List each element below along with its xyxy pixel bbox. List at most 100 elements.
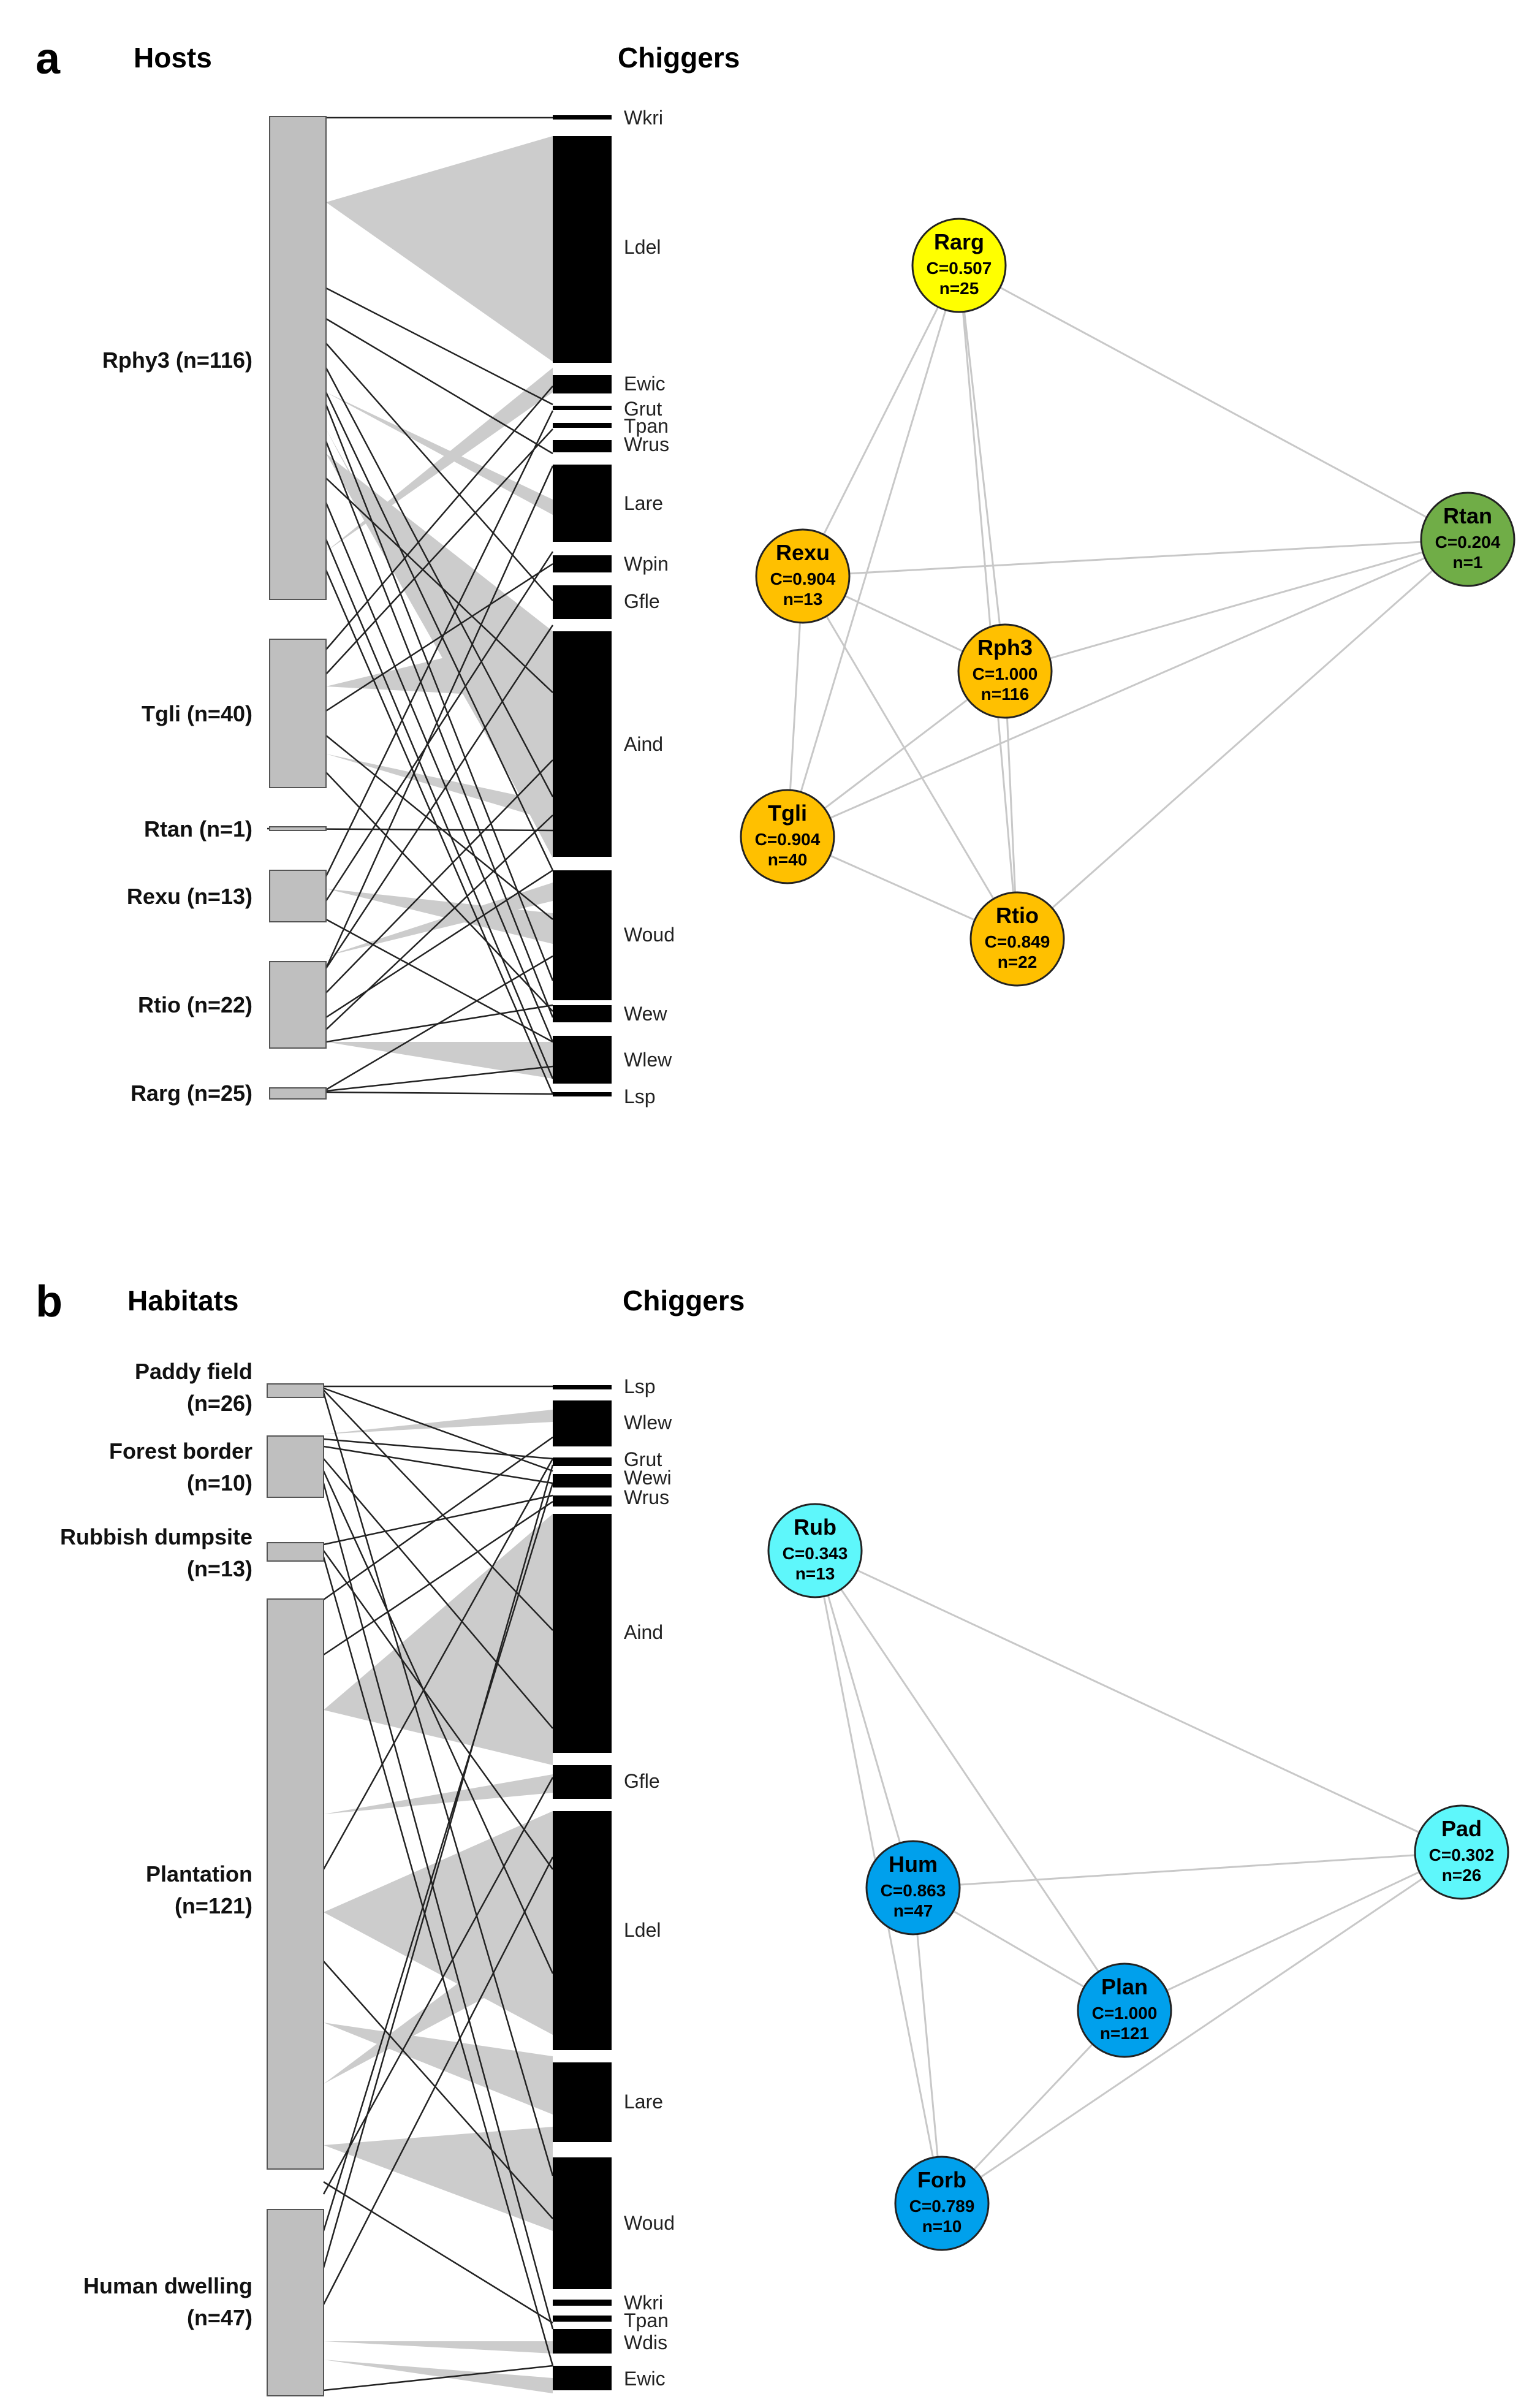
network-edge	[814, 1549, 1462, 1853]
link-line	[322, 1483, 554, 2330]
network-edge	[802, 576, 1018, 940]
panel-a-node-labels: Rarg C=0.507 n=25 Rtan C=0.204 n=1 Rexu …	[755, 229, 1501, 971]
habitat-label: Human dwelling	[83, 2273, 252, 2298]
node-name: Rub	[794, 1514, 836, 1540]
node-name: Rexu	[776, 540, 830, 565]
chigger-bar-wlew	[553, 1036, 612, 1084]
chigger-label: Gfle	[624, 1770, 660, 1792]
habitat-bar-plantation	[267, 1598, 324, 2170]
link-line	[325, 343, 553, 601]
node-centrality: C=0.904	[770, 569, 836, 588]
chigger-label: Ldel	[624, 236, 661, 258]
link-line	[323, 1387, 553, 1472]
link-line	[323, 1389, 553, 1631]
node-name: Rarg	[934, 229, 984, 254]
habitat-label: (n=10)	[187, 1470, 252, 1495]
chigger-bar-wdis	[553, 2329, 612, 2354]
chigger-label: Wew	[624, 1003, 667, 1025]
link-wedge	[324, 2127, 553, 2231]
chigger-bar-wewi	[553, 1474, 612, 1487]
chigger-label: Tpan	[624, 2309, 669, 2331]
node-centrality: C=1.000	[973, 664, 1038, 683]
habitat-label: (n=26)	[187, 1391, 252, 1416]
host-bar-rphy3	[269, 116, 327, 600]
panel-a-chiggers-title: Chiggers	[618, 42, 740, 74]
chigger-bar-ldel	[553, 136, 612, 363]
habitat-label: Paddy field	[135, 1359, 252, 1384]
network-edge	[958, 265, 1018, 940]
network-edge	[958, 265, 1006, 672]
network-node-pad	[1414, 1804, 1509, 1900]
link-wedge	[324, 1774, 553, 1814]
habitat-label: Forest border	[109, 1438, 252, 1464]
chigger-bar-wrus	[553, 1495, 612, 1506]
node-count: n=25	[939, 279, 979, 298]
chigger-label: Wrus	[624, 433, 669, 455]
link-line	[325, 477, 553, 693]
network-edge	[1017, 538, 1468, 940]
node-name: Tgli	[768, 800, 807, 826]
chigger-bar-lare	[553, 2062, 612, 2142]
node-count: n=13	[795, 1564, 835, 1583]
node-name: Pad	[1441, 1816, 1482, 1841]
network-node-tgli	[740, 789, 835, 884]
host-bar-tgli	[269, 639, 327, 788]
host-label: Rtio (n=22)	[138, 992, 252, 1017]
link-line	[322, 1464, 554, 2268]
network-node-hum	[865, 1840, 961, 1936]
link-line	[322, 1777, 554, 2195]
network-node-rub	[767, 1503, 863, 1598]
link-line	[322, 1856, 554, 2305]
chigger-bar-tpan	[553, 2316, 612, 2322]
panel-a-hosts-title: Hosts	[134, 42, 212, 74]
link-line	[323, 1445, 553, 1484]
chigger-label: Lsp	[624, 1375, 656, 1397]
chigger-label: Ldel	[624, 1919, 661, 1941]
panel-b-chigger-labels: Lsp Wlew Grut Wewi Wrus Aind Gfle Ldel L…	[624, 1375, 675, 2390]
network-edge	[802, 265, 960, 577]
link-line	[322, 1556, 554, 2366]
link-wedge	[326, 368, 553, 552]
node-centrality: C=0.507	[927, 259, 992, 278]
chigger-bar-lsp	[553, 1092, 612, 1096]
host-label: Tgli (n=40)	[142, 701, 252, 726]
link-wedge	[324, 1912, 553, 2084]
panel-a: a Hosts Chiggers	[36, 34, 1515, 1108]
network-edge	[958, 264, 1468, 541]
link-line	[323, 1961, 553, 2219]
host-label: Rexu (n=13)	[127, 884, 252, 909]
link-line	[322, 1470, 554, 1974]
link-line	[325, 386, 553, 650]
network-node-rtio	[969, 891, 1065, 987]
panel-b-chiggers-title: Chiggers	[623, 1285, 745, 1316]
panel-a-letter: a	[36, 34, 61, 83]
chigger-bar-ldel	[553, 1811, 612, 2050]
host-label: Rtan (n=1)	[144, 816, 252, 842]
node-count: n=116	[981, 685, 1030, 704]
link-line	[325, 1091, 553, 1095]
panel-b-chigger-bars	[553, 1385, 612, 2390]
link-line	[325, 392, 554, 871]
node-name: Rtan	[1443, 503, 1492, 528]
node-count: n=40	[768, 850, 808, 869]
node-centrality: C=0.302	[1429, 1845, 1495, 1864]
network-node-plan	[1077, 1962, 1172, 2058]
chigger-bar-tpan	[553, 423, 612, 428]
link-wedge	[326, 889, 553, 944]
link-line	[323, 1436, 553, 1601]
chigger-label: Ewic	[624, 373, 666, 395]
node-centrality: C=0.789	[909, 2197, 975, 2216]
network-edge	[1004, 538, 1468, 672]
chigger-bar-aind	[553, 631, 612, 857]
link-wedge	[324, 1514, 553, 1765]
node-centrality: C=0.904	[755, 830, 821, 849]
link-line	[325, 404, 554, 981]
habitat-bar-paddy	[267, 1383, 324, 1398]
network-edge	[912, 1887, 943, 2204]
habitat-bar-human	[267, 2209, 324, 2396]
habitat-label: Rubbish dumpsite	[60, 1524, 252, 1549]
chigger-label: Lsp	[624, 1085, 656, 1108]
chigger-bar-gfle	[553, 1765, 612, 1799]
chigger-label: Grut	[624, 398, 662, 420]
